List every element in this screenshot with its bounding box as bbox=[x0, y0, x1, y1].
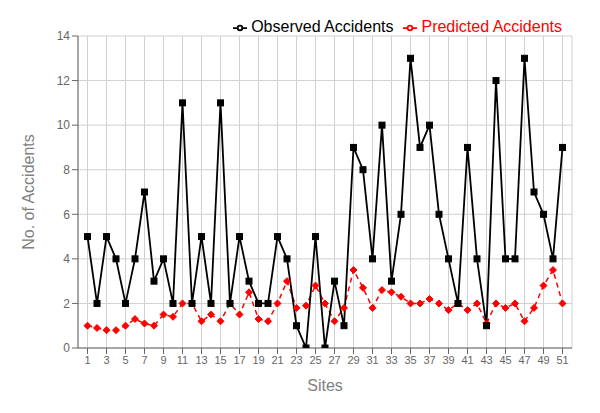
svg-text:No. of Accidents: No. of Accidents bbox=[20, 134, 37, 250]
svg-text:2: 2 bbox=[63, 297, 70, 311]
svg-text:25: 25 bbox=[309, 354, 321, 366]
svg-text:9: 9 bbox=[160, 354, 166, 366]
svg-text:5: 5 bbox=[122, 354, 128, 366]
svg-text:49: 49 bbox=[537, 354, 549, 366]
svg-text:0: 0 bbox=[63, 341, 70, 355]
svg-text:51: 51 bbox=[556, 354, 568, 366]
svg-text:37: 37 bbox=[423, 354, 435, 366]
svg-text:11: 11 bbox=[177, 354, 188, 366]
svg-text:45: 45 bbox=[499, 354, 511, 366]
svg-text:3: 3 bbox=[103, 354, 109, 366]
svg-text:47: 47 bbox=[518, 354, 530, 366]
svg-text:17: 17 bbox=[233, 354, 245, 366]
svg-text:7: 7 bbox=[141, 354, 147, 366]
svg-text:43: 43 bbox=[480, 354, 492, 366]
svg-text:41: 41 bbox=[461, 354, 473, 366]
svg-text:14: 14 bbox=[57, 29, 71, 43]
svg-text:35: 35 bbox=[404, 354, 416, 366]
svg-text:21: 21 bbox=[271, 354, 283, 366]
svg-text:39: 39 bbox=[442, 354, 454, 366]
svg-text:27: 27 bbox=[328, 354, 340, 366]
html-text:Predicted Accidents: Predicted Accidents bbox=[421, 18, 562, 35]
svg-text:10: 10 bbox=[57, 118, 71, 132]
svg-text:12: 12 bbox=[57, 74, 71, 88]
svg-text:33: 33 bbox=[385, 354, 397, 366]
svg-text:23: 23 bbox=[290, 354, 302, 366]
svg-text:Sites: Sites bbox=[307, 377, 343, 394]
svg-text:31: 31 bbox=[366, 354, 378, 366]
svg-text:8: 8 bbox=[63, 163, 70, 177]
svg-text:15: 15 bbox=[214, 354, 226, 366]
svg-text:13: 13 bbox=[195, 354, 207, 366]
svg-text:29: 29 bbox=[347, 354, 359, 366]
svg-text:4: 4 bbox=[63, 252, 70, 266]
svg-text:19: 19 bbox=[252, 354, 264, 366]
svg-text:6: 6 bbox=[63, 208, 70, 222]
svg-text:1: 1 bbox=[84, 354, 90, 366]
html-text:Observed Accidents: Observed Accidents bbox=[251, 18, 394, 35]
